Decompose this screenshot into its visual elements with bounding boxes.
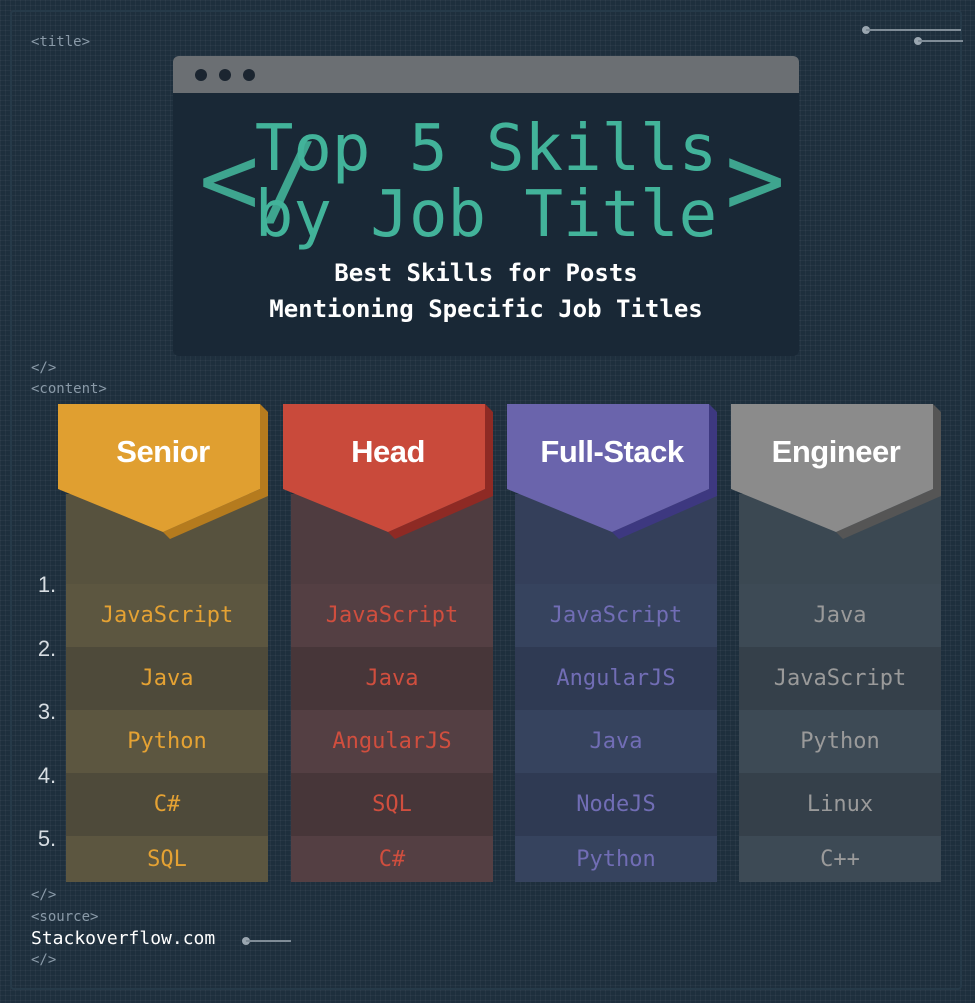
skill-row: C++ bbox=[739, 836, 941, 882]
skill-label: JavaScript bbox=[773, 666, 907, 691]
column-fullstack: JavaScript AngularJS Java NodeJS Python … bbox=[507, 404, 717, 882]
column-senior: JavaScript Java Python C# SQL Senior bbox=[58, 404, 268, 882]
subtitle-line-2: Mentioning Specific Job Titles bbox=[269, 295, 703, 323]
skill-row: SQL bbox=[66, 836, 268, 882]
window-dot-icon bbox=[243, 69, 255, 81]
column-title-head: Head bbox=[351, 434, 425, 469]
column-body: Java JavaScript Python Linux C++ bbox=[739, 494, 941, 882]
skill-row: Java bbox=[515, 710, 717, 773]
skill-label: JavaScript bbox=[100, 603, 234, 628]
skill-label: Java bbox=[365, 666, 419, 691]
skill-row: Java bbox=[291, 647, 493, 710]
skill-label: Python bbox=[800, 729, 880, 754]
skill-row: Python bbox=[66, 710, 268, 773]
banner-head bbox=[283, 404, 493, 539]
skill-row: AngularJS bbox=[291, 710, 493, 773]
skill-label: Java bbox=[140, 666, 194, 691]
column-title-senior: Senior bbox=[116, 434, 210, 469]
skill-label: C# bbox=[378, 846, 406, 872]
skill-label: C++ bbox=[820, 846, 860, 872]
skill-row: NodeJS bbox=[515, 773, 717, 836]
column-title-engineer: Engineer bbox=[771, 434, 901, 469]
title-open-tag: <title> bbox=[31, 34, 91, 50]
skill-row: Python bbox=[515, 836, 717, 882]
rank-label: 4. bbox=[37, 763, 57, 788]
skill-row: JavaScript bbox=[66, 584, 268, 647]
content-open-tag: <content> bbox=[31, 381, 107, 397]
window-dot-icon bbox=[219, 69, 231, 81]
rank-label: 2. bbox=[37, 636, 57, 661]
title-close-tag: </> bbox=[31, 360, 57, 376]
page-title-line-1: Top 5 Skills bbox=[254, 112, 718, 186]
skill-row: SQL bbox=[291, 773, 493, 836]
skill-row: C# bbox=[291, 836, 493, 882]
skill-label: SQL bbox=[372, 792, 412, 817]
skill-label: Python bbox=[576, 846, 656, 872]
skill-row: Python bbox=[739, 710, 941, 773]
skill-label: SQL bbox=[147, 846, 187, 872]
skill-label: Linux bbox=[806, 792, 874, 817]
decoration-line-1 bbox=[866, 29, 961, 31]
frame-border bbox=[10, 10, 962, 990]
bracket-left: </ bbox=[199, 121, 320, 238]
source-close-tag: </> bbox=[31, 952, 57, 968]
skill-label: C# bbox=[153, 792, 181, 817]
page-title-line-2: by Job Title bbox=[254, 178, 718, 252]
rank-label: 1. bbox=[37, 572, 57, 597]
source-open-tag: <source> bbox=[31, 909, 99, 925]
window-titlebar bbox=[173, 56, 799, 93]
decoration-line-2 bbox=[918, 40, 963, 42]
banner-fullstack bbox=[507, 404, 717, 539]
skill-label: AngularJS bbox=[556, 666, 676, 691]
bracket-right: > bbox=[725, 121, 786, 238]
skill-label: Python bbox=[127, 729, 207, 754]
skill-row: JavaScript bbox=[515, 584, 717, 647]
banner-senior bbox=[58, 404, 268, 539]
skill-row: JavaScript bbox=[739, 647, 941, 710]
rank-label: 3. bbox=[37, 699, 57, 724]
title-window: </ > Top 5 Skills by Job Title Best Skil… bbox=[173, 56, 799, 356]
skill-label: JavaScript bbox=[549, 603, 683, 628]
window-dot-icon bbox=[195, 69, 207, 81]
banner-engineer bbox=[731, 404, 941, 539]
skill-row: JavaScript bbox=[291, 584, 493, 647]
source-line bbox=[246, 940, 291, 942]
column-body: JavaScript Java AngularJS SQL C# bbox=[291, 494, 493, 882]
skill-label: NodeJS bbox=[576, 792, 656, 817]
skill-row: Linux bbox=[739, 773, 941, 836]
subtitle-line-1: Best Skills for Posts bbox=[334, 259, 638, 287]
column-engineer: Java JavaScript Python Linux C++ Enginee… bbox=[731, 404, 941, 882]
skill-row: Java bbox=[66, 647, 268, 710]
skill-label: JavaScript bbox=[325, 603, 459, 628]
skill-label: AngularJS bbox=[332, 729, 452, 754]
column-title-fullstack: Full-Stack bbox=[540, 434, 684, 469]
column-body: JavaScript AngularJS Java NodeJS Python bbox=[515, 494, 717, 882]
skill-row: AngularJS bbox=[515, 647, 717, 710]
rank-label: 5. bbox=[37, 826, 57, 851]
skill-row: C# bbox=[66, 773, 268, 836]
skill-label: Java bbox=[813, 603, 867, 628]
skill-row: Java bbox=[739, 584, 941, 647]
column-head: JavaScript Java AngularJS SQL C# Head bbox=[283, 404, 493, 882]
content-close-tag: </> bbox=[31, 887, 57, 903]
skill-label: Java bbox=[589, 729, 643, 754]
column-body: JavaScript Java Python C# SQL bbox=[66, 494, 268, 882]
source-link[interactable]: Stackoverflow.com bbox=[31, 928, 216, 949]
